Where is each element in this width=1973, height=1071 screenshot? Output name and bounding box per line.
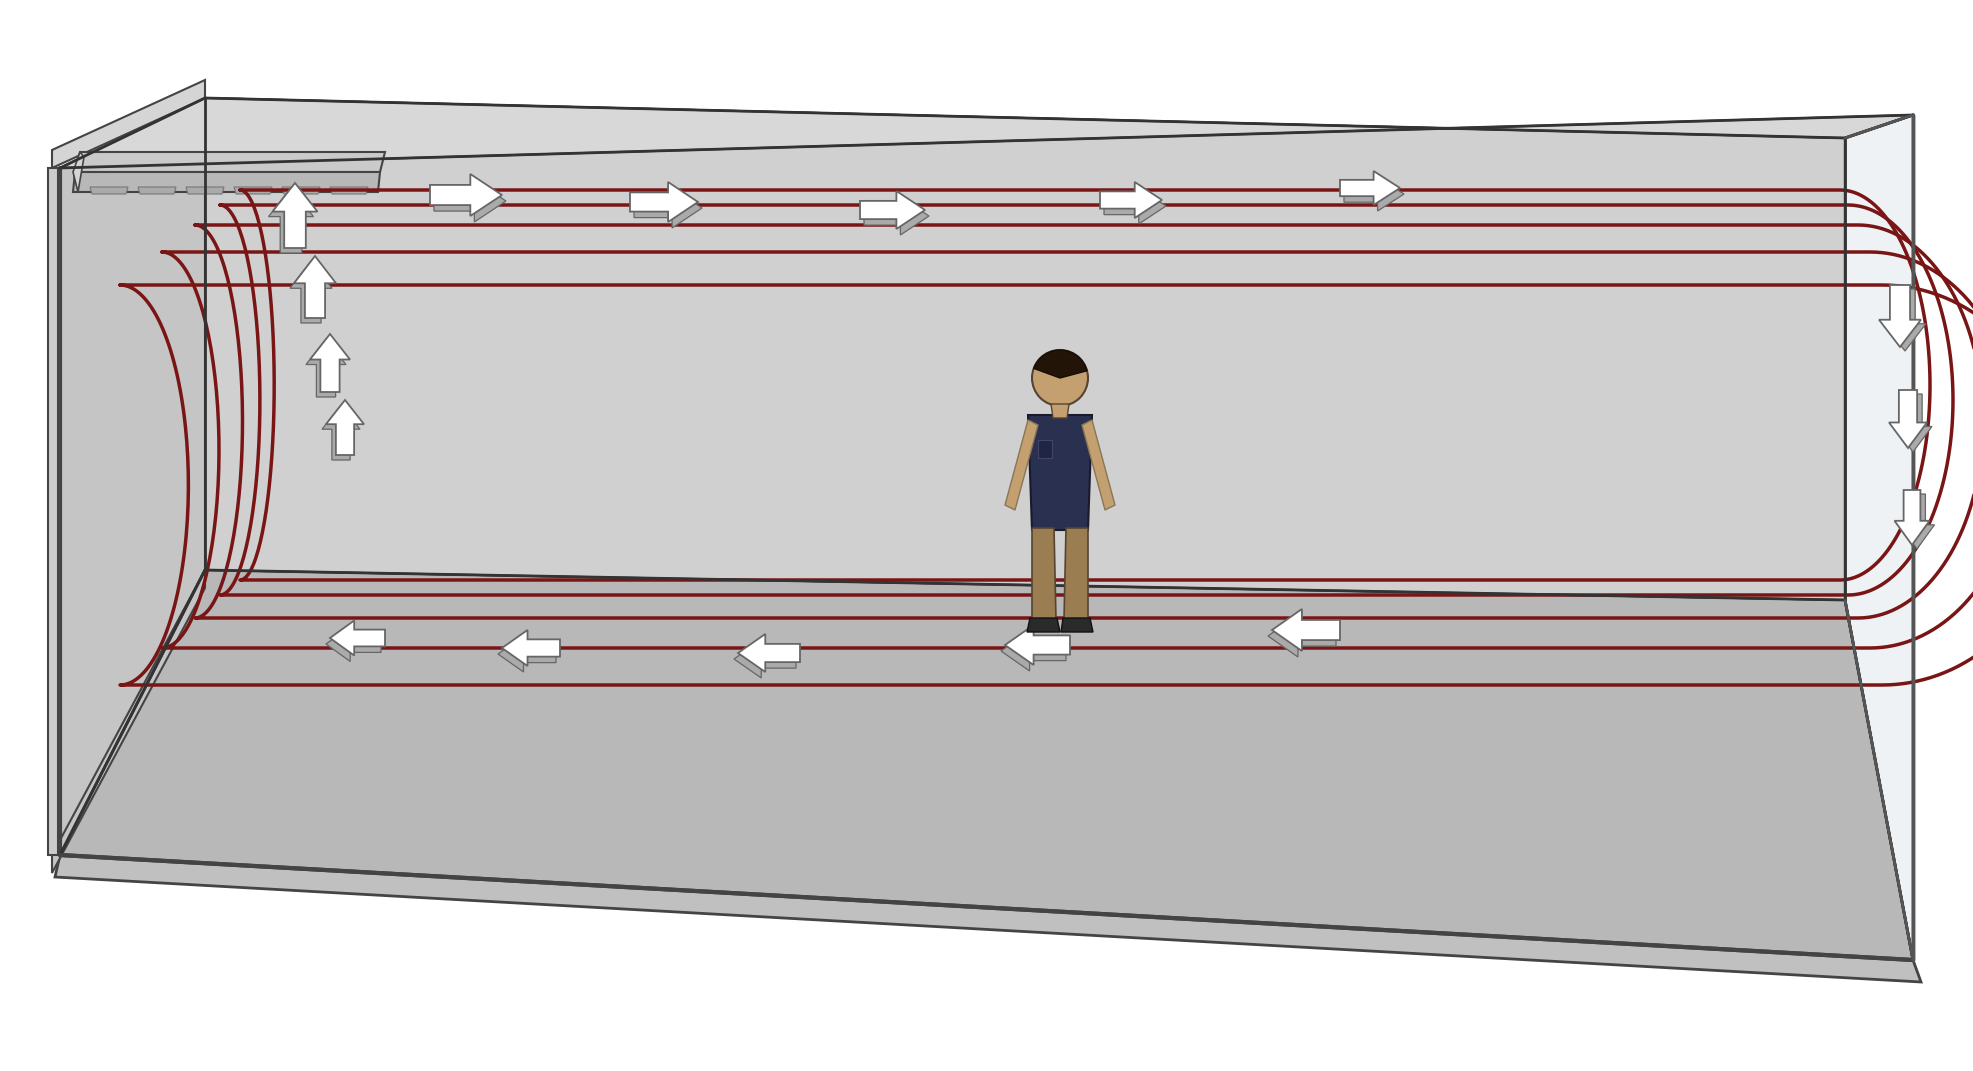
Polygon shape (59, 99, 205, 855)
Polygon shape (59, 570, 1914, 960)
Polygon shape (329, 187, 369, 194)
Polygon shape (326, 399, 363, 455)
Polygon shape (51, 80, 205, 168)
Polygon shape (1105, 188, 1166, 224)
Polygon shape (73, 172, 381, 192)
Polygon shape (1900, 494, 1934, 549)
Polygon shape (322, 405, 359, 461)
Polygon shape (1028, 414, 1091, 530)
Polygon shape (1884, 289, 1926, 351)
Polygon shape (633, 188, 702, 228)
Polygon shape (1894, 394, 1932, 452)
Polygon shape (734, 640, 795, 678)
Polygon shape (1845, 115, 1914, 960)
Polygon shape (1052, 404, 1069, 418)
Polygon shape (294, 256, 335, 318)
Polygon shape (430, 174, 501, 216)
Polygon shape (1028, 618, 1060, 632)
Polygon shape (738, 634, 799, 672)
Polygon shape (329, 620, 385, 655)
Polygon shape (55, 855, 1922, 982)
Polygon shape (1101, 182, 1162, 218)
Polygon shape (860, 191, 925, 229)
Polygon shape (1273, 609, 1340, 651)
Polygon shape (1894, 491, 1930, 545)
Polygon shape (282, 187, 320, 194)
Polygon shape (1888, 390, 1928, 448)
Polygon shape (235, 187, 272, 194)
Polygon shape (268, 188, 314, 253)
Polygon shape (1063, 528, 1087, 620)
Polygon shape (59, 99, 1914, 168)
Wedge shape (1034, 350, 1087, 378)
Polygon shape (864, 197, 929, 235)
Polygon shape (290, 261, 331, 323)
Polygon shape (73, 152, 85, 192)
Polygon shape (497, 636, 556, 672)
Polygon shape (1004, 625, 1069, 665)
Polygon shape (1344, 177, 1405, 211)
Polygon shape (310, 334, 349, 392)
Polygon shape (326, 627, 381, 662)
Polygon shape (501, 630, 560, 666)
Polygon shape (1038, 440, 1052, 458)
Polygon shape (272, 183, 318, 248)
Polygon shape (205, 99, 1845, 600)
Polygon shape (75, 152, 385, 172)
Polygon shape (1004, 420, 1038, 510)
Polygon shape (1061, 618, 1093, 632)
Polygon shape (306, 340, 345, 397)
Polygon shape (1340, 171, 1401, 205)
Polygon shape (1269, 615, 1336, 657)
Polygon shape (1081, 420, 1115, 510)
Polygon shape (629, 182, 698, 222)
Polygon shape (185, 187, 225, 194)
Polygon shape (47, 168, 57, 855)
Polygon shape (1878, 285, 1922, 347)
Polygon shape (138, 187, 176, 194)
Polygon shape (91, 187, 128, 194)
Polygon shape (1000, 631, 1065, 672)
Polygon shape (1032, 528, 1056, 620)
Polygon shape (434, 180, 505, 222)
Polygon shape (51, 570, 205, 873)
Circle shape (1032, 350, 1087, 406)
